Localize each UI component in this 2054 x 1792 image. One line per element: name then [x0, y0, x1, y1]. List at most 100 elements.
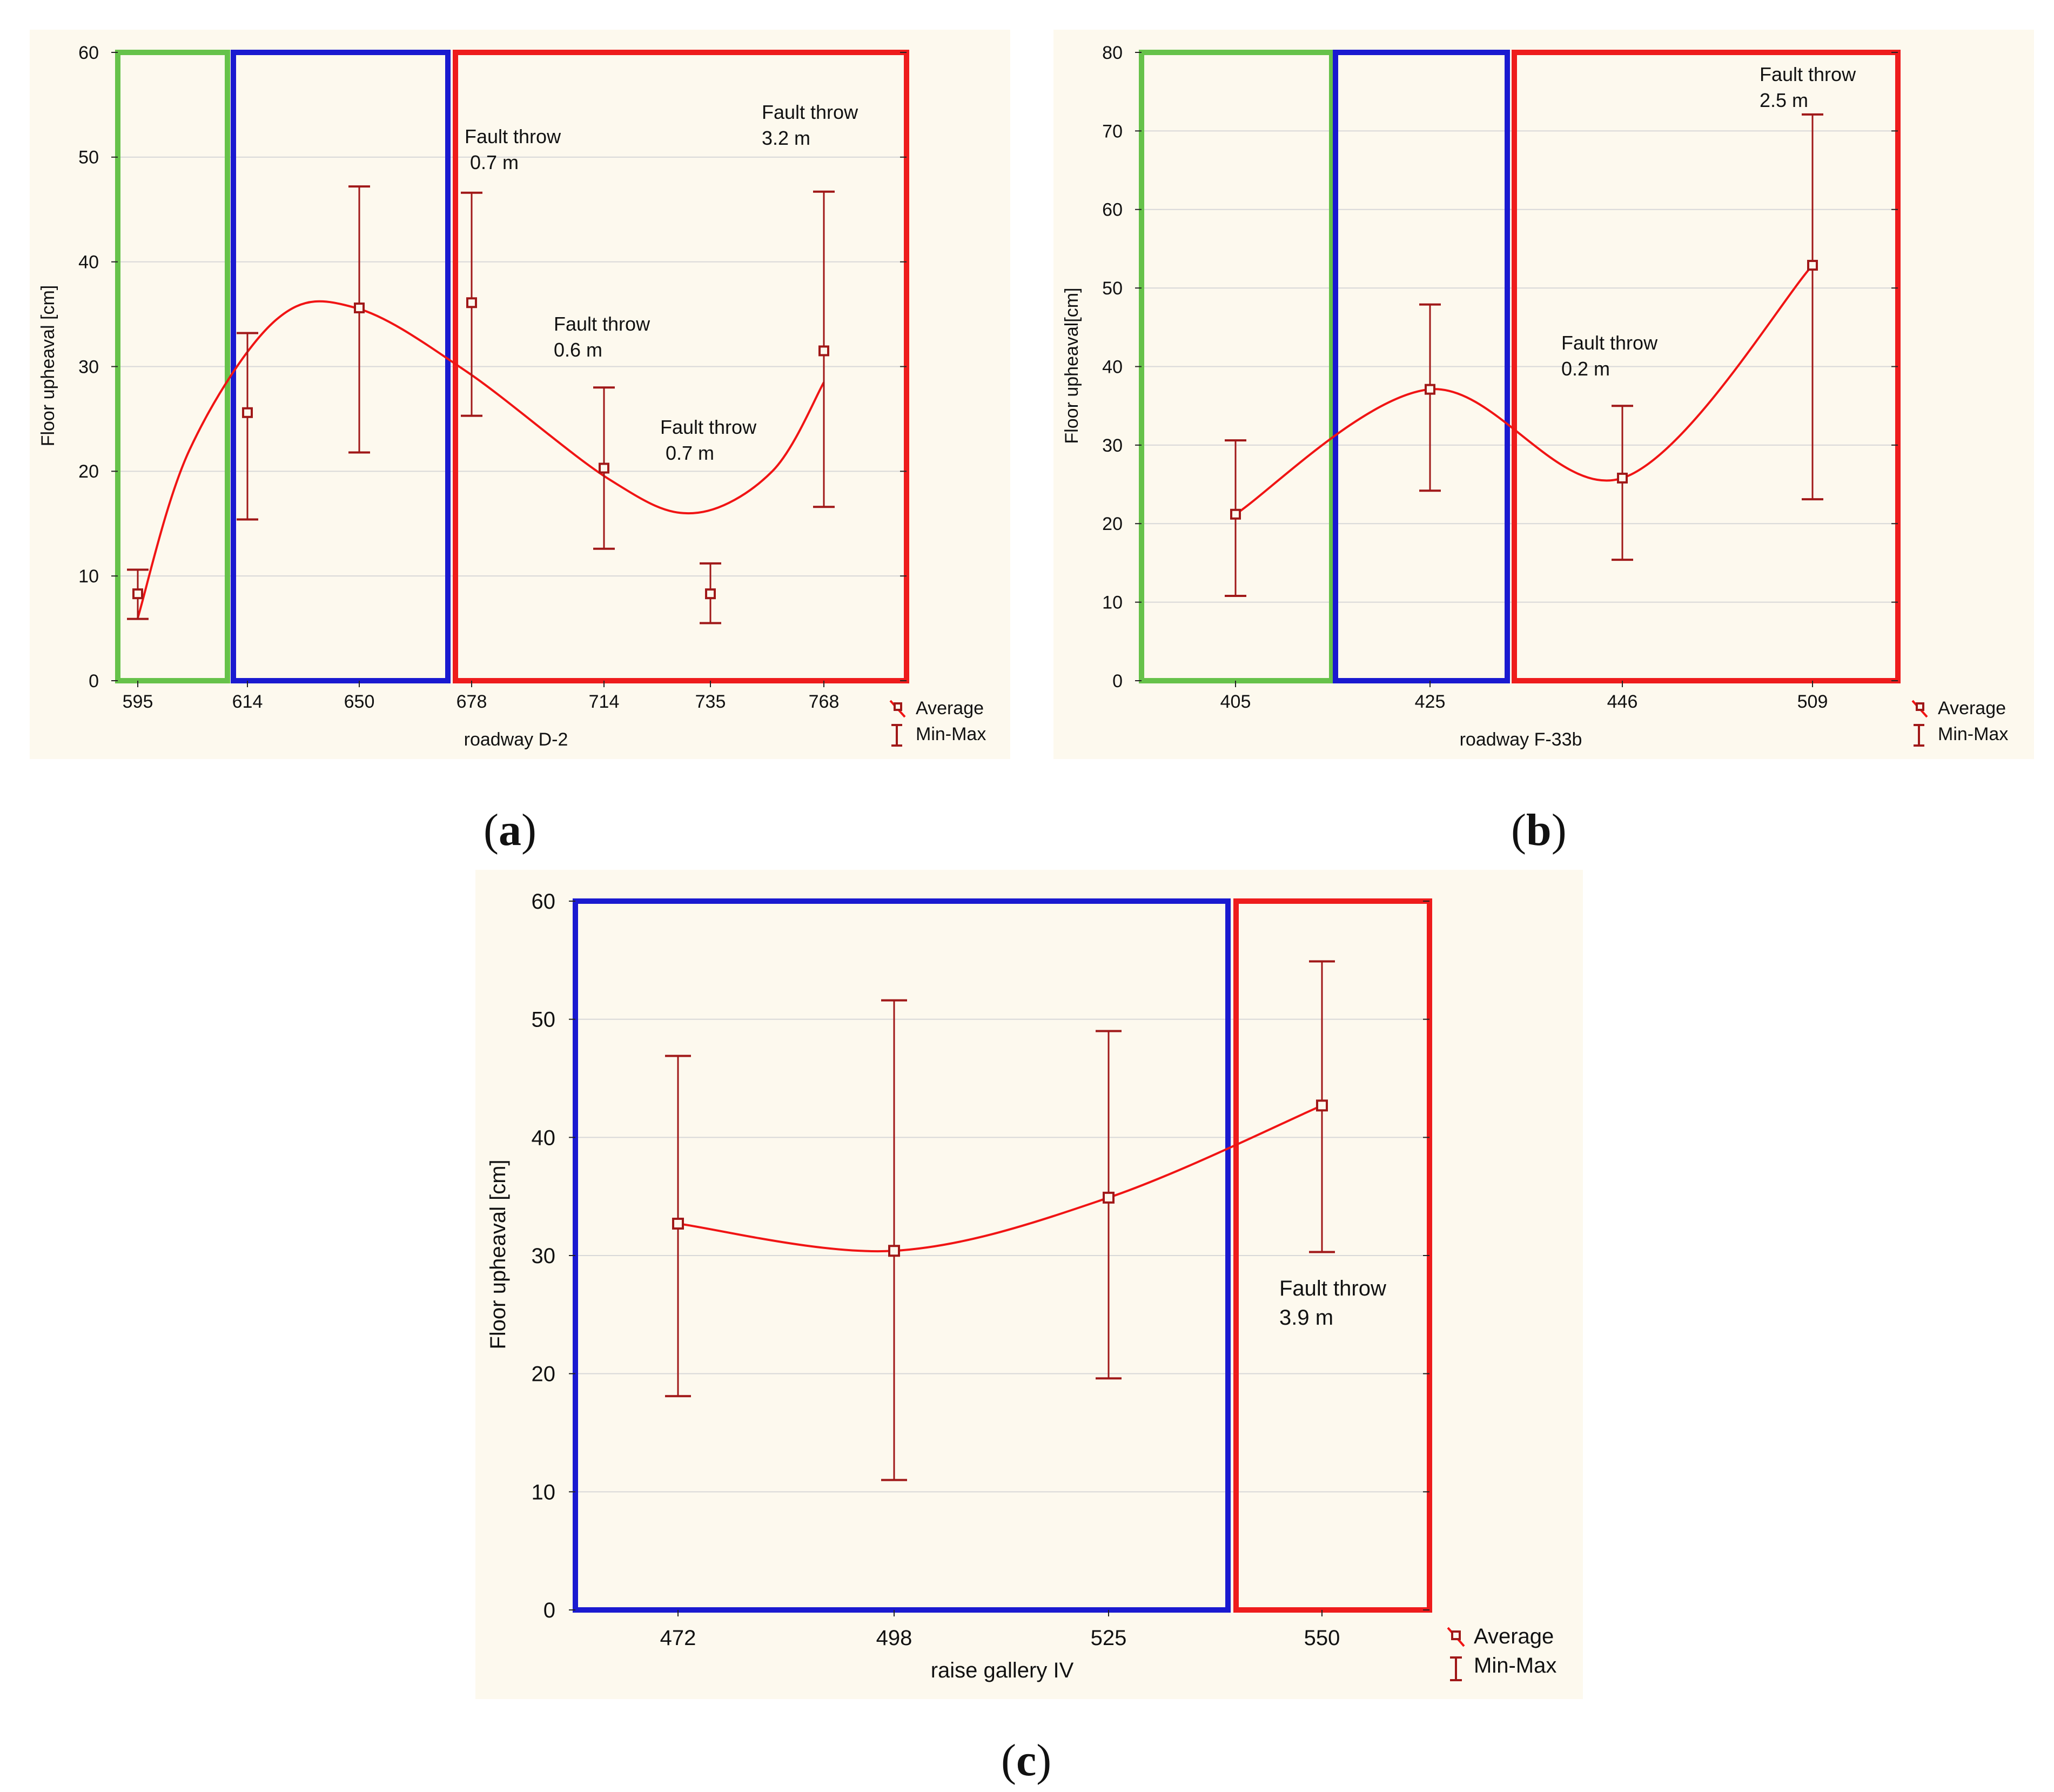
chart-c-legend: Average Min-Max [1447, 1625, 1556, 1681]
chart-b-annotations: Fault throw 0.2 m Fault throw 2.5 m [1561, 63, 1856, 380]
chart-a-xlabel: roadway D-2 [464, 729, 568, 750]
chart-a-xtick-label: 735 [695, 692, 726, 712]
chart-a-ylabel: Floor upheaval [cm] [38, 285, 58, 447]
chart-b-axes: 0 10 20 30 40 50 60 70 80 405 425 446 509 [1102, 43, 1898, 712]
chart-a-average-point [242, 407, 253, 418]
chart-b-ytick-label: 80 [1102, 43, 1123, 63]
chart-c-xlabel: raise gallery IV [931, 1659, 1074, 1682]
chart-a-xtick-label: 714 [589, 692, 620, 712]
chart-b-ylabel: Floor upheaval[cm] [1062, 287, 1082, 444]
chart-a-ytick-label: 10 [78, 566, 99, 587]
chart-c-xtick-label: 525 [1091, 1626, 1127, 1650]
chart-a-ytick-label: 20 [78, 461, 99, 482]
caption-b-letter: b [1526, 805, 1552, 855]
chart-c-ytick-label: 20 [532, 1363, 556, 1386]
chart-c-legend-minmax-label: Min-Max [1474, 1654, 1556, 1677]
chart-c-background [475, 870, 1583, 1699]
chart-c-ytick-label: 60 [532, 890, 556, 914]
chart-c-ylabel: Floor upheaval [cm] [486, 1159, 510, 1349]
chart-c: 0 10 20 30 40 50 60 472 498 525 550 Fault throw 3.… [475, 870, 1583, 1699]
chart-c-annotations: Fault throw 3.9 m [1279, 1277, 1386, 1330]
chart-b-legend: Average Min-Max [1911, 698, 2008, 747]
chart-b-ytick-label: 70 [1102, 121, 1123, 142]
chart-b-annotation-2-line1: Fault throw [1760, 63, 1856, 85]
chart-a-legend-average-marker [894, 702, 902, 711]
chart-c-curve [677, 1104, 1323, 1253]
chart-a-legend-minmax-label: Min-Max [916, 724, 986, 744]
chart-b-annotation-2-line2: 2.5 m [1760, 89, 1808, 111]
chart-c-ytick-label: 30 [532, 1244, 556, 1268]
caption-b: (b) [1511, 805, 1567, 855]
chart-b-ytick-label: 40 [1102, 357, 1123, 377]
chart-b: 0 10 20 30 40 50 60 70 80 405 425 446 509 Fault thro… [1053, 30, 2034, 759]
chart-a-average-point [466, 297, 477, 308]
chart-b-ytick-label: 50 [1102, 278, 1123, 299]
chart-c-legend-average-marker [1451, 1630, 1461, 1640]
chart-a-average-point [132, 588, 143, 600]
chart-a-ytick-label: 0 [89, 671, 99, 692]
chart-a-ytick-label: 60 [78, 43, 99, 63]
chart-a-ytick-label: 40 [78, 252, 99, 273]
chart-b-ytick-label: 20 [1102, 514, 1123, 534]
chart-b-xtick-label: 425 [1415, 692, 1446, 712]
chart-a-annotation-1-line1: Fault throw [465, 125, 561, 147]
chart-c-xtick-label: 472 [660, 1626, 696, 1650]
chart-a-xtick-label: 614 [232, 692, 263, 712]
chart-b-average-point [1425, 384, 1435, 395]
chart-a-marks [127, 185, 835, 625]
chart-b-ytick-label: 60 [1102, 200, 1123, 220]
chart-a-average-point [354, 302, 365, 313]
chart-c-ytick-label: 40 [532, 1126, 556, 1150]
chart-a-legend-average-label: Average [916, 698, 984, 719]
chart-a-background [30, 30, 1010, 759]
chart-c-ytick-label: 0 [543, 1599, 555, 1622]
chart-c-ytick-label: 10 [532, 1480, 556, 1504]
caption-c: (c) [1001, 1735, 1052, 1786]
chart-b-xtick-label: 405 [1220, 692, 1251, 712]
chart-c-average-point [1316, 1099, 1328, 1112]
chart-a-xtick-label: 678 [457, 692, 487, 712]
chart-a: 0 10 20 30 40 50 60 595 614 650 678 714 735 768 Fault… [30, 30, 1010, 759]
chart-c-annotation-1-line2: 3.9 m [1279, 1306, 1333, 1330]
chart-b-xlabel: roadway F-33b [1460, 729, 1582, 750]
chart-a-annotation-4-line2: 3.2 m [762, 127, 810, 149]
chart-a-annotation-3-line1: Fault throw [660, 416, 757, 438]
chart-a-annotation-2-line1: Fault throw [554, 313, 650, 335]
chart-c-legend-average-label: Average [1474, 1625, 1554, 1648]
chart-b-annotation-1-line1: Fault throw [1561, 332, 1658, 354]
chart-a-legend: Average Min-Max [889, 698, 986, 747]
chart-c-average-point [672, 1217, 684, 1230]
chart-c-axes: 0 10 20 30 40 50 60 472 498 525 550 [532, 890, 1429, 1650]
chart-b-ytick-label: 0 [1112, 671, 1123, 692]
chart-a-average-point [705, 588, 716, 600]
caption-a-letter: a [498, 805, 521, 855]
chart-b-legend-average-marker [1916, 702, 1924, 711]
chart-b-blue-box [1333, 50, 1510, 683]
chart-b-marks [1225, 113, 1823, 597]
chart-b-fit-curve [1234, 264, 1814, 515]
chart-c-average-point [888, 1245, 900, 1257]
chart-a-annotations: Fault throw 0.7 m Fault throw 0.6 m Faul… [465, 101, 858, 464]
chart-a-ytick-label: 50 [78, 147, 99, 168]
chart-a-average-point [818, 345, 829, 357]
chart-c-annotation-1-line1: Fault throw [1279, 1277, 1386, 1300]
chart-a-xtick-label: 595 [123, 692, 153, 712]
chart-b-annotation-1-line2: 0.2 m [1561, 358, 1610, 380]
chart-a-annotation-3-line2: 0.7 m [660, 442, 714, 464]
chart-b-average-point [1617, 472, 1628, 484]
chart-a-blue-box [231, 50, 451, 683]
chart-c-marks [665, 960, 1335, 1481]
chart-a-curve [137, 300, 825, 619]
chart-b-ytick-label: 10 [1102, 593, 1123, 613]
chart-a-ytick-label: 30 [78, 357, 99, 377]
chart-b-average-point [1807, 259, 1818, 271]
chart-b-xtick-label: 509 [1797, 692, 1828, 712]
chart-a-annotation-1-line2: 0.7 m [465, 151, 519, 173]
chart-a-gridlines [118, 156, 907, 577]
chart-a-axes: 0 10 20 30 40 50 60 595 614 650 678 714 735 768 [78, 43, 907, 712]
chart-b-average-point [1230, 508, 1241, 520]
caption-c-letter: c [1016, 1735, 1037, 1786]
chart-b-legend-minmax-label: Min-Max [1938, 724, 2008, 744]
chart-b-legend-average-label: Average [1938, 698, 2006, 719]
chart-a-fit-curve [137, 300, 825, 619]
